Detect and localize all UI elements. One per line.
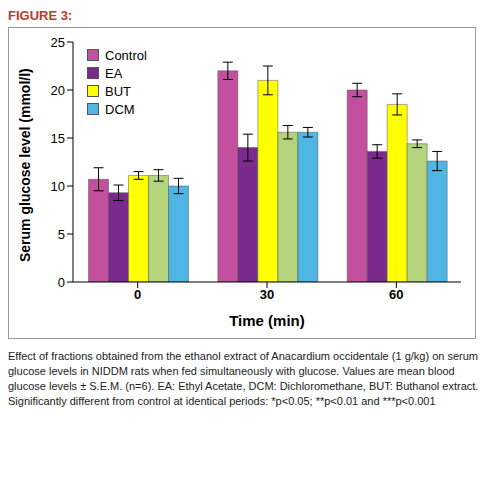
svg-text:15: 15 [51, 131, 65, 146]
html-text:FIGURE 3:: FIGURE 3: [8, 8, 73, 23]
svg-text:20: 20 [51, 83, 65, 98]
svg-text:Serum glucose level (mmol/l): Serum glucose level (mmol/l) [17, 68, 33, 262]
html-text:EA: EA [105, 65, 123, 81]
svg-text:0: 0 [58, 275, 65, 290]
html-text:DCM: DCM [105, 101, 135, 117]
svg-text:5: 5 [58, 227, 65, 242]
svg-text:0: 0 [134, 287, 141, 302]
svg-text:25: 25 [51, 35, 65, 50]
svg-text:30: 30 [260, 287, 274, 302]
html-text:Effect of fractions obtained f: Effect of fractions obtained from the et… [8, 350, 479, 407]
svg-text:60: 60 [389, 287, 403, 302]
html-text:BUT: BUT [105, 83, 131, 99]
svg-text:Time (min): Time (min) [229, 312, 305, 329]
html-text:Control: Control [105, 47, 147, 63]
svg-text:10: 10 [51, 179, 65, 194]
